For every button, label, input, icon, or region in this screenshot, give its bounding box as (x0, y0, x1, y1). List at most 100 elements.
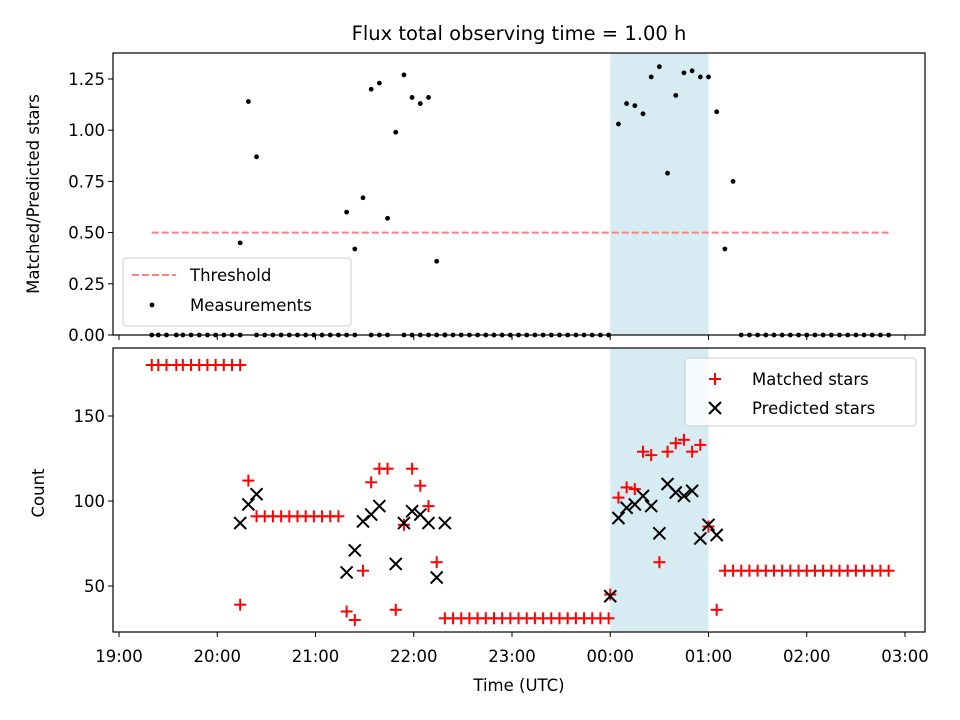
predicted-star-point-b (652, 526, 667, 541)
bottom-ytick-label: 150 (74, 407, 106, 426)
predicted-star-point (429, 570, 444, 585)
predicted-star-point (709, 528, 724, 542)
matched-star-point (661, 445, 674, 458)
predicted-star-point-b (693, 531, 708, 546)
matched-star-point (612, 491, 625, 504)
top-ytick-label: 0.75 (68, 172, 105, 191)
matched-star-point (234, 359, 247, 371)
measurement-point (393, 129, 399, 135)
bottom-panel: 50 100 150 19:00 20:00 21:00 22:00 23:00 00:00 01… (29, 347, 929, 695)
predicted-star-point-b (685, 484, 699, 498)
measurement-point (401, 72, 407, 78)
top-axes-frame (112, 52, 926, 336)
measurement-point (245, 99, 251, 104)
top-legend: Threshold Measurements (122, 257, 352, 327)
measurement-point (624, 101, 630, 106)
bottom-xtick-label: 01:00 (685, 647, 733, 666)
predicted-star-point (438, 516, 452, 530)
matched-star-point (686, 445, 699, 458)
predicted-star-point-b (372, 499, 387, 513)
measurement-point (360, 195, 366, 201)
bottom-xtick-label: 03:00 (881, 647, 929, 666)
predicted-star-point-b (241, 497, 256, 512)
matched-star-point (430, 556, 443, 569)
predicted-star-point-b (644, 499, 658, 513)
predicted-star-point-b (413, 507, 428, 522)
measurement-point (722, 246, 728, 252)
bottom-ytick-label: 100 (74, 492, 106, 511)
matched-star-point (637, 445, 649, 458)
bottom-xtick-label: 21:00 (292, 647, 340, 666)
top-panel: 0.00 0.25 0.50 0.75 1.00 1.25 Matched/Predict… (24, 52, 926, 345)
matched-star-point (653, 556, 666, 569)
matched-star-point (702, 520, 715, 533)
predicted-star-point (421, 516, 436, 530)
predicted-star-point-b (611, 511, 626, 525)
measurement-point (385, 215, 390, 221)
measurement-point (616, 121, 621, 127)
matched-star-point (645, 449, 658, 462)
matched-star-point (332, 510, 345, 523)
predicted-star-point-b (339, 565, 354, 580)
predicted-star-point (685, 484, 699, 498)
legend-threshold-label: Threshold (189, 266, 271, 285)
measurement-point (344, 209, 350, 215)
predicted-star-point (241, 497, 256, 512)
legend-measurements-swatch (149, 302, 155, 308)
matched-star-point (365, 476, 378, 489)
predicted-star-point (249, 487, 264, 501)
predicted-star-point (389, 557, 403, 571)
predicted-star-point-b (669, 485, 683, 500)
predicted-star-point-b (619, 501, 634, 515)
matched-star-point (669, 437, 682, 450)
bottom-xlabel: Time (UTC) (472, 676, 564, 695)
matched-star-point (242, 474, 255, 487)
matched-star-point (348, 614, 361, 626)
predicted-star-point-b (660, 477, 675, 491)
measurement-point (640, 111, 646, 117)
bottom-axes: 50 100 150 19:00 20:00 21:00 22:00 23:00 00:00 01… (74, 407, 929, 666)
matched-star-point (381, 462, 394, 475)
legend-matched-label: Matched stars (752, 370, 869, 389)
matched-star-point (628, 483, 641, 496)
matched-star-point (234, 598, 247, 611)
bottom-marks (145, 359, 895, 626)
matched-star-point (677, 433, 690, 446)
predicted-star-point-b (233, 516, 247, 530)
matched-star-point (356, 564, 369, 577)
matched-star-point (406, 462, 419, 475)
measurement-point (648, 74, 654, 80)
matched-star-point (710, 603, 723, 616)
predicted-star-point-b (438, 516, 452, 530)
measurement-point (656, 64, 662, 70)
top-highlight-span (610, 53, 709, 335)
measurement-point (714, 109, 720, 115)
matched-star-point (340, 605, 353, 618)
measurement-point (368, 86, 374, 92)
bottom-legend-box (684, 357, 917, 427)
predicted-star-point-b (389, 557, 403, 571)
legend-measurements-label: Measurements (190, 296, 312, 315)
bottom-ytick-label: 50 (84, 577, 105, 596)
measurement-point (426, 95, 431, 100)
predicted-star-point-b (405, 504, 419, 518)
legend-predicted-label: Predicted stars (752, 399, 875, 418)
predicted-star-point (636, 489, 650, 503)
chart-title: Flux total observing time = 1.00 h (352, 22, 687, 45)
measurement-point (706, 74, 711, 80)
predicted-star-point (669, 485, 683, 500)
top-ytick-label: 0.50 (68, 224, 105, 243)
top-ylabel: Matched/Predicted stars (24, 94, 43, 294)
bottom-xtick-label: 02:00 (783, 647, 831, 666)
measurement-point (730, 179, 736, 184)
measurement-point (417, 101, 423, 106)
predicted-star-point (611, 511, 626, 525)
measurement-point (409, 95, 415, 100)
bottom-xtick-label: 00:00 (586, 647, 634, 666)
predicted-star-point-b (603, 589, 617, 603)
measurement-point (376, 80, 382, 86)
predicted-star-point-b (249, 487, 264, 501)
predicted-star-point-b (348, 543, 362, 558)
measurement-point (352, 246, 358, 252)
